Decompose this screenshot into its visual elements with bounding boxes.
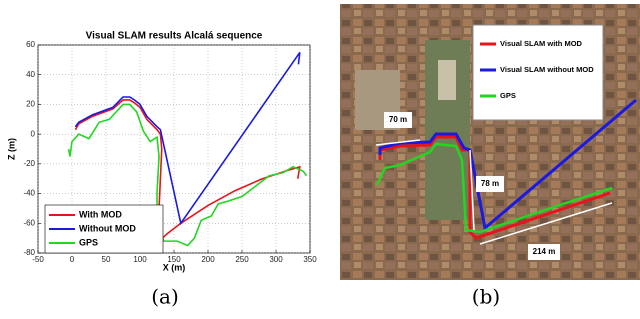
y-tick-label: -80 xyxy=(23,248,35,257)
y-tick-label: 0 xyxy=(31,129,36,138)
monument xyxy=(438,60,456,100)
legend-label: Visual SLAM without MOD xyxy=(500,65,594,74)
legend-label: Visual SLAM with MOD xyxy=(500,39,583,48)
x-tick-label: 200 xyxy=(201,255,215,264)
y-tick-label: -60 xyxy=(23,218,35,227)
y-tick-label: -20 xyxy=(23,159,35,168)
y-tick-label: 40 xyxy=(26,70,35,79)
x-tick-label: 0 xyxy=(70,255,75,264)
legend-label: With MOD xyxy=(79,209,122,219)
legend-label: GPS xyxy=(500,91,516,100)
aerial-photo: 70 m 78 m 214 m Visual SLAM with MOD Vis… xyxy=(340,4,640,280)
legend-label: Without MOD xyxy=(79,223,136,233)
x-tick-label: 100 xyxy=(133,255,147,264)
distance-label: 214 m xyxy=(533,247,556,256)
caption: (b) xyxy=(472,285,500,309)
y-tick-label: 60 xyxy=(26,40,35,49)
chart-title: Visual SLAM results Alcalá sequence xyxy=(86,31,263,42)
x-tick-label: 150 xyxy=(167,255,181,264)
x-tick-label: 350 xyxy=(303,255,317,264)
distance-label: 70 m xyxy=(389,115,407,124)
y-axis-label: Z (m) xyxy=(6,138,16,160)
figure: Visual SLAM results Alcalá sequence X (m… xyxy=(0,0,640,314)
x-tick-label: 250 xyxy=(235,255,249,264)
y-tick-label: 20 xyxy=(26,100,35,109)
y-tick-label: -40 xyxy=(23,189,35,198)
distance-label: 78 m xyxy=(481,179,499,188)
caption: (a) xyxy=(151,285,179,309)
x-tick-label: 50 xyxy=(102,255,111,264)
legend-label: GPS xyxy=(79,237,98,247)
page: {"chart_data": {"type": "line", "title":… xyxy=(0,0,640,314)
x-tick-label: 300 xyxy=(269,255,283,264)
